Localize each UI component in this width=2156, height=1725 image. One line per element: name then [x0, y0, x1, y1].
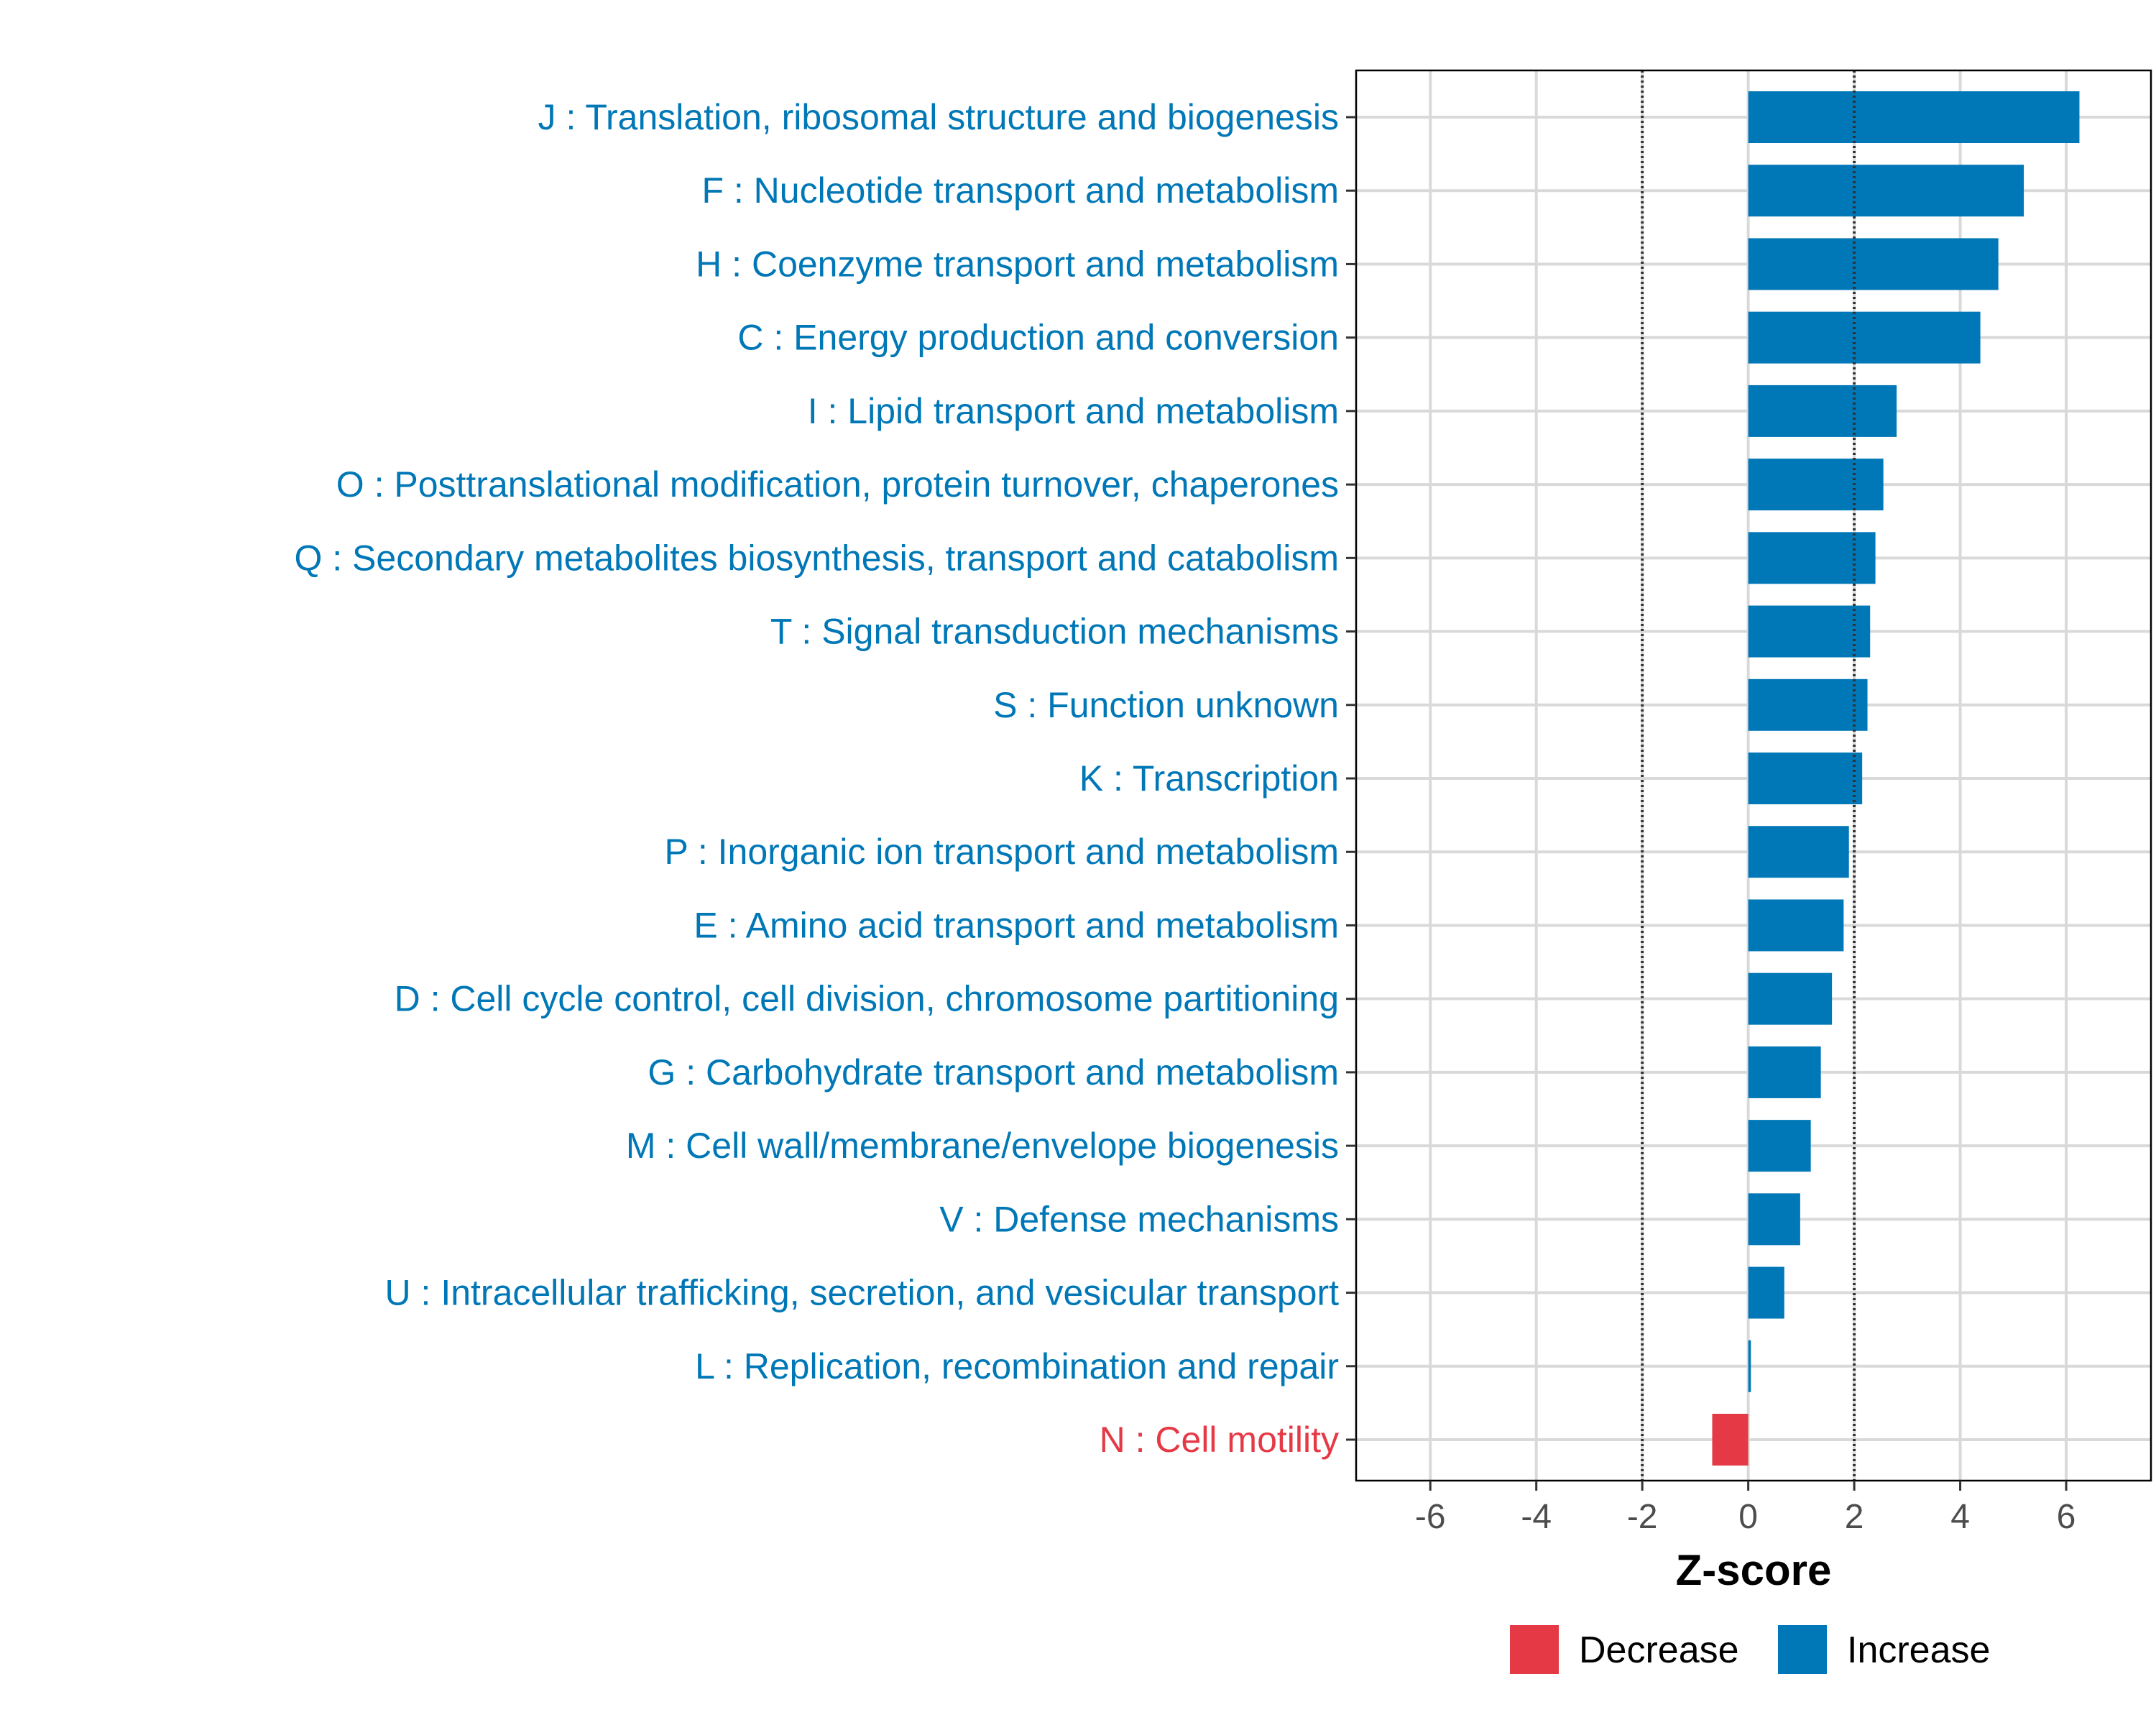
x-tick-label: 6 [2057, 1498, 2076, 1536]
category-label: V : Defense mechanisms [939, 1199, 1339, 1239]
bar [1749, 385, 1897, 437]
category-label: M : Cell wall/membrane/envelope biogenes… [626, 1126, 1339, 1166]
legend: Decrease Increase [1510, 1625, 1990, 1674]
bar [1749, 606, 1871, 658]
bar [1749, 532, 1876, 584]
category-label: Q : Secondary metabolites biosynthesis, … [294, 538, 1339, 578]
bar [1712, 1414, 1748, 1466]
bar [1749, 459, 1884, 510]
bar [1749, 1120, 1811, 1172]
category-label: F : Nucleotide transport and metabolism [701, 170, 1339, 211]
category-label: N : Cell motility [1100, 1420, 1339, 1460]
bar [1749, 238, 1999, 290]
bar [1749, 165, 2024, 216]
category-label: O : Posttranslational modification, prot… [336, 464, 1339, 505]
category-label: H : Coenzyme transport and metabolism [696, 244, 1339, 284]
bar [1749, 899, 1844, 951]
bar [1749, 1046, 1821, 1098]
x-tick-label: -2 [1627, 1498, 1658, 1536]
category-label: G : Carbohydrate transport and metabolis… [648, 1052, 1339, 1092]
bar [1749, 753, 1863, 804]
y-axis-category-labels: J : Translation, ribosomal structure and… [294, 97, 1339, 1460]
bar [1749, 91, 2080, 143]
category-label: K : Transcription [1079, 758, 1339, 799]
x-tick-label: -6 [1415, 1498, 1446, 1536]
legend-label-increase: Increase [1847, 1629, 1990, 1671]
category-label: P : Inorganic ion transport and metaboli… [665, 832, 1339, 872]
legend-label-decrease: Decrease [1579, 1629, 1739, 1671]
category-label: U : Intracellular trafficking, secretion… [385, 1273, 1340, 1313]
x-tick-label: 4 [1950, 1498, 1970, 1536]
x-tick-label: 0 [1738, 1498, 1758, 1536]
y-axis-ticks [1346, 117, 1356, 1440]
bar [1749, 312, 1981, 364]
category-label: E : Amino acid transport and metabolism [694, 905, 1339, 945]
zscore-bar-chart: J : Translation, ribosomal structure and… [0, 0, 2156, 1725]
x-axis-tick-labels: -6 -4 -2 0 2 4 6 [1415, 1498, 2076, 1536]
category-label: I : Lipid transport and metabolism [808, 391, 1339, 431]
category-label: S : Function unknown [993, 685, 1339, 725]
category-label: T : Signal transduction mechanisms [770, 612, 1339, 652]
bar [1749, 826, 1849, 878]
bar [1749, 973, 1832, 1025]
legend-swatch-decrease [1510, 1625, 1559, 1674]
x-axis-ticks [1430, 1481, 2066, 1491]
bar [1749, 1340, 1751, 1392]
category-label: D : Cell cycle control, cell division, c… [395, 979, 1339, 1019]
category-label: C : Energy production and conversion [737, 318, 1339, 358]
x-axis-title: Z-score [1676, 1546, 1832, 1594]
bar [1749, 679, 1868, 731]
x-tick-label: -4 [1521, 1498, 1552, 1536]
category-label: J : Translation, ribosomal structure and… [538, 97, 1339, 137]
bar [1749, 1267, 1784, 1319]
category-label: L : Replication, recombination and repai… [695, 1346, 1339, 1386]
bar [1749, 1193, 1800, 1245]
legend-swatch-increase [1778, 1625, 1827, 1674]
x-tick-label: 2 [1845, 1498, 1864, 1536]
